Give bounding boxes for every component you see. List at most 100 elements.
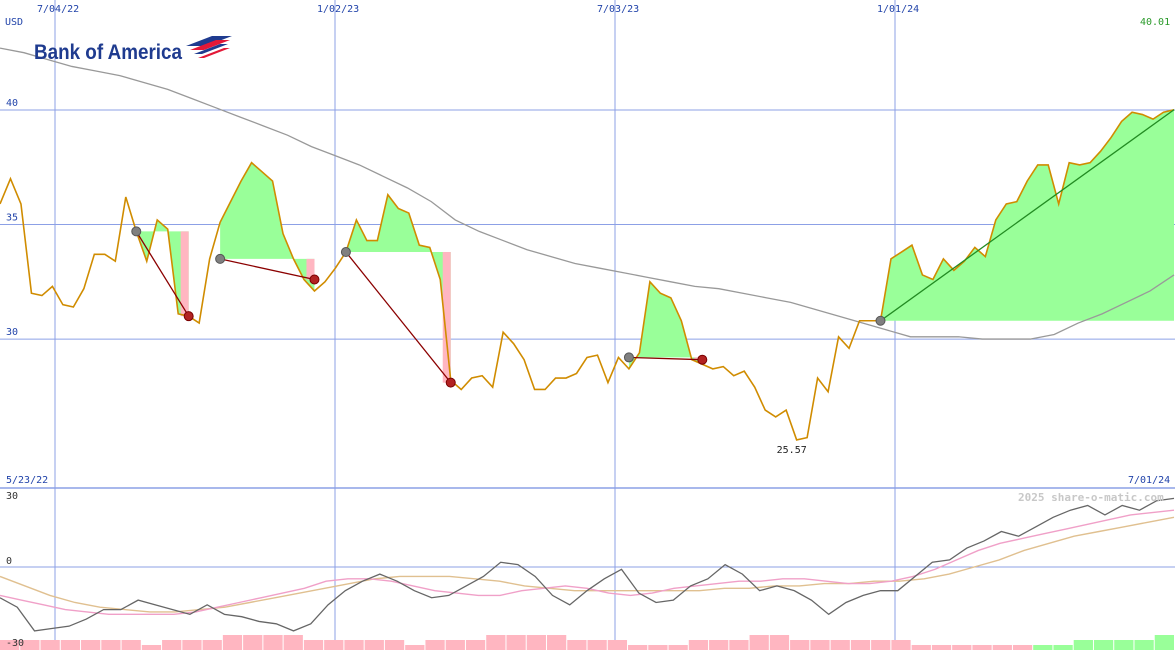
- min-value-label: 25.57: [777, 445, 807, 456]
- y-axis-unit-label: USD: [5, 17, 23, 28]
- volume-bar: [688, 640, 709, 650]
- volume-bar: [830, 640, 850, 650]
- volume-bar: [81, 640, 101, 650]
- logo-wordmark: Bank of America: [34, 41, 182, 64]
- volume-bar: [992, 645, 1012, 650]
- lower-panel-layer: [0, 497, 1175, 650]
- volume-bar: [709, 640, 729, 650]
- volume-bar: [668, 645, 688, 650]
- volume-bar: [445, 640, 465, 650]
- x-tick-label: 7/03/23: [597, 4, 639, 15]
- volume-bar: [810, 640, 830, 650]
- lower-y-tick-label: 0: [6, 556, 12, 567]
- volume-bar: [344, 640, 364, 650]
- pink-average-line: [0, 509, 1175, 616]
- y-tick-label: 40: [6, 98, 18, 109]
- trade-entry-marker: [340, 247, 351, 258]
- volume-bar: [1114, 640, 1134, 650]
- end-date-label: 7/01/24: [1128, 475, 1170, 486]
- volume-bar: [101, 640, 121, 650]
- volume-bar: [182, 640, 202, 650]
- volume-bar: [1073, 640, 1093, 650]
- y-tick-label: 35: [6, 213, 18, 224]
- volume-bar: [1033, 645, 1053, 650]
- volume-bar: [465, 640, 486, 650]
- volume-bar: [952, 645, 972, 650]
- volume-bar: [891, 640, 911, 650]
- volume-bar: [1012, 645, 1033, 650]
- volume-bar: [243, 635, 263, 650]
- trade-exit-marker: [309, 274, 320, 285]
- trade-line: [135, 231, 190, 317]
- trade-gain-fill: [220, 162, 315, 291]
- volume-bar: [324, 640, 344, 650]
- volume-bar: [222, 635, 243, 650]
- label-layer: 7/04/22 1/02/23 7/03/23 1/01/24 40 35 30 USD 40.…: [5, 4, 1170, 649]
- volume-bar: [60, 640, 81, 650]
- volume-bar: [607, 640, 628, 650]
- start-date-label: 5/23/22: [6, 475, 48, 486]
- x-tick-label: 1/02/23: [317, 4, 359, 15]
- trade-entry-marker: [623, 352, 634, 363]
- volume-bar: [628, 645, 648, 650]
- volume-bar: [425, 640, 445, 650]
- volume-bar: [749, 635, 769, 650]
- volume-bar: [1093, 640, 1114, 650]
- trade-entry-marker: [215, 253, 226, 264]
- volume-bar: [790, 640, 810, 650]
- volume-bar: [20, 640, 40, 650]
- volume-bar: [567, 640, 587, 650]
- trade-layer: [131, 109, 1175, 388]
- lower-y-tick-label: -30: [6, 638, 24, 649]
- volume-bar: [141, 645, 162, 650]
- volume-bar: [405, 645, 425, 650]
- volume-bar: [121, 640, 141, 650]
- volume-bar: [1154, 635, 1174, 650]
- volume-bar: [1134, 640, 1154, 650]
- trade-line: [345, 251, 452, 384]
- volume-bar: [871, 640, 891, 650]
- bank-of-america-logo: Bank of America: [34, 36, 232, 64]
- volume-bar: [526, 635, 546, 650]
- trade-loss-fill: [442, 252, 451, 383]
- trade-loss-fill: [306, 258, 315, 280]
- trade-loss-fill: [180, 231, 189, 317]
- oscillator-line: [0, 497, 1175, 632]
- lower-y-tick-label: 30: [6, 491, 18, 502]
- volume-bar: [384, 640, 405, 650]
- moving-average-line: [0, 47, 1175, 340]
- y-tick-label: 30: [6, 327, 18, 338]
- volume-bar: [263, 635, 283, 650]
- trade-entry-marker: [131, 226, 142, 237]
- watermark: 2025 share-o-matic.com: [1018, 491, 1164, 504]
- trade-entry-marker: [875, 315, 886, 326]
- volume-bar: [0, 640, 20, 650]
- volume-bar: [303, 640, 324, 650]
- volume-bar: [283, 635, 303, 650]
- trade-line: [628, 356, 703, 361]
- volume-bar: [40, 640, 60, 650]
- trade-exit-marker: [697, 354, 708, 365]
- last-value-label: 40.01: [1140, 17, 1170, 28]
- volume-bar: [506, 635, 526, 650]
- volume-bar: [850, 640, 871, 650]
- trade-exit-marker: [183, 311, 194, 322]
- volume-bar: [202, 640, 222, 650]
- volume-bar: [648, 645, 668, 650]
- volume-bar: [931, 645, 952, 650]
- volume-bar: [587, 640, 607, 650]
- x-tick-label: 7/04/22: [37, 4, 79, 15]
- volume-bar: [364, 640, 384, 650]
- volume-bar: [972, 645, 992, 650]
- trade-line: [880, 109, 1175, 322]
- volume-bar: [162, 640, 182, 650]
- volume-bar: [1053, 645, 1073, 650]
- volume-bar: [546, 635, 567, 650]
- flag-icon: [186, 36, 232, 58]
- trade-exit-marker: [445, 377, 456, 388]
- x-tick-label: 1/01/24: [877, 4, 919, 15]
